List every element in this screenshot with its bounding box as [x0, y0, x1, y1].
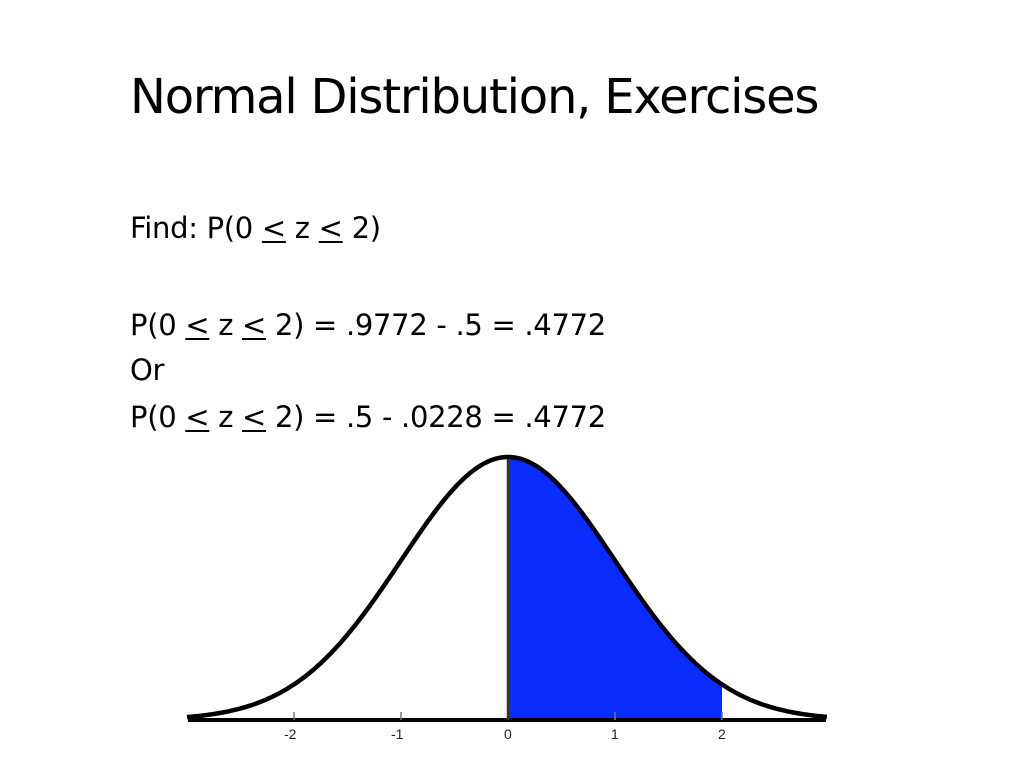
slide-title: Normal Distribution, Exercises	[130, 69, 819, 125]
x-tick-label: -2	[284, 726, 297, 742]
find-statement: Find: P(0 < z < 2)	[130, 208, 381, 248]
solution-equation-2: P(0 < z < 2) = .5 - .0228 = .4772	[130, 397, 606, 437]
eq2-suffix: 2) = .5 - .0228 = .4772	[266, 400, 606, 434]
find-suffix: 2)	[342, 211, 381, 245]
x-tick-label: 0	[504, 726, 512, 742]
lte-symbol: <	[318, 211, 343, 245]
eq2-mid: z	[209, 400, 243, 434]
eq2-prefix: P(0	[130, 400, 186, 434]
lte-symbol: <	[242, 308, 267, 342]
find-mid: z	[285, 211, 319, 245]
shaded-area-0-to-2	[508, 457, 722, 720]
lte-symbol: <	[185, 400, 210, 434]
x-tick-label: -1	[391, 726, 404, 742]
eq1-prefix: P(0	[130, 308, 186, 342]
lte-symbol: <	[242, 400, 267, 434]
x-tick-label: 2	[718, 726, 726, 742]
find-prefix: Find: P(0	[130, 211, 262, 245]
lte-symbol: <	[261, 211, 286, 245]
x-tick-label: 1	[611, 726, 619, 742]
lte-symbol: <	[185, 308, 210, 342]
eq1-suffix: 2) = .9772 - .5 = .4772	[266, 308, 606, 342]
or-label: Or	[130, 353, 165, 387]
bell-curve	[186, 454, 828, 720]
solution-equation-1: P(0 < z < 2) = .9772 - .5 = .4772	[130, 305, 606, 345]
x-axis-ticks: -2 -1 0 1 2	[284, 712, 726, 742]
eq1-mid: z	[209, 308, 243, 342]
